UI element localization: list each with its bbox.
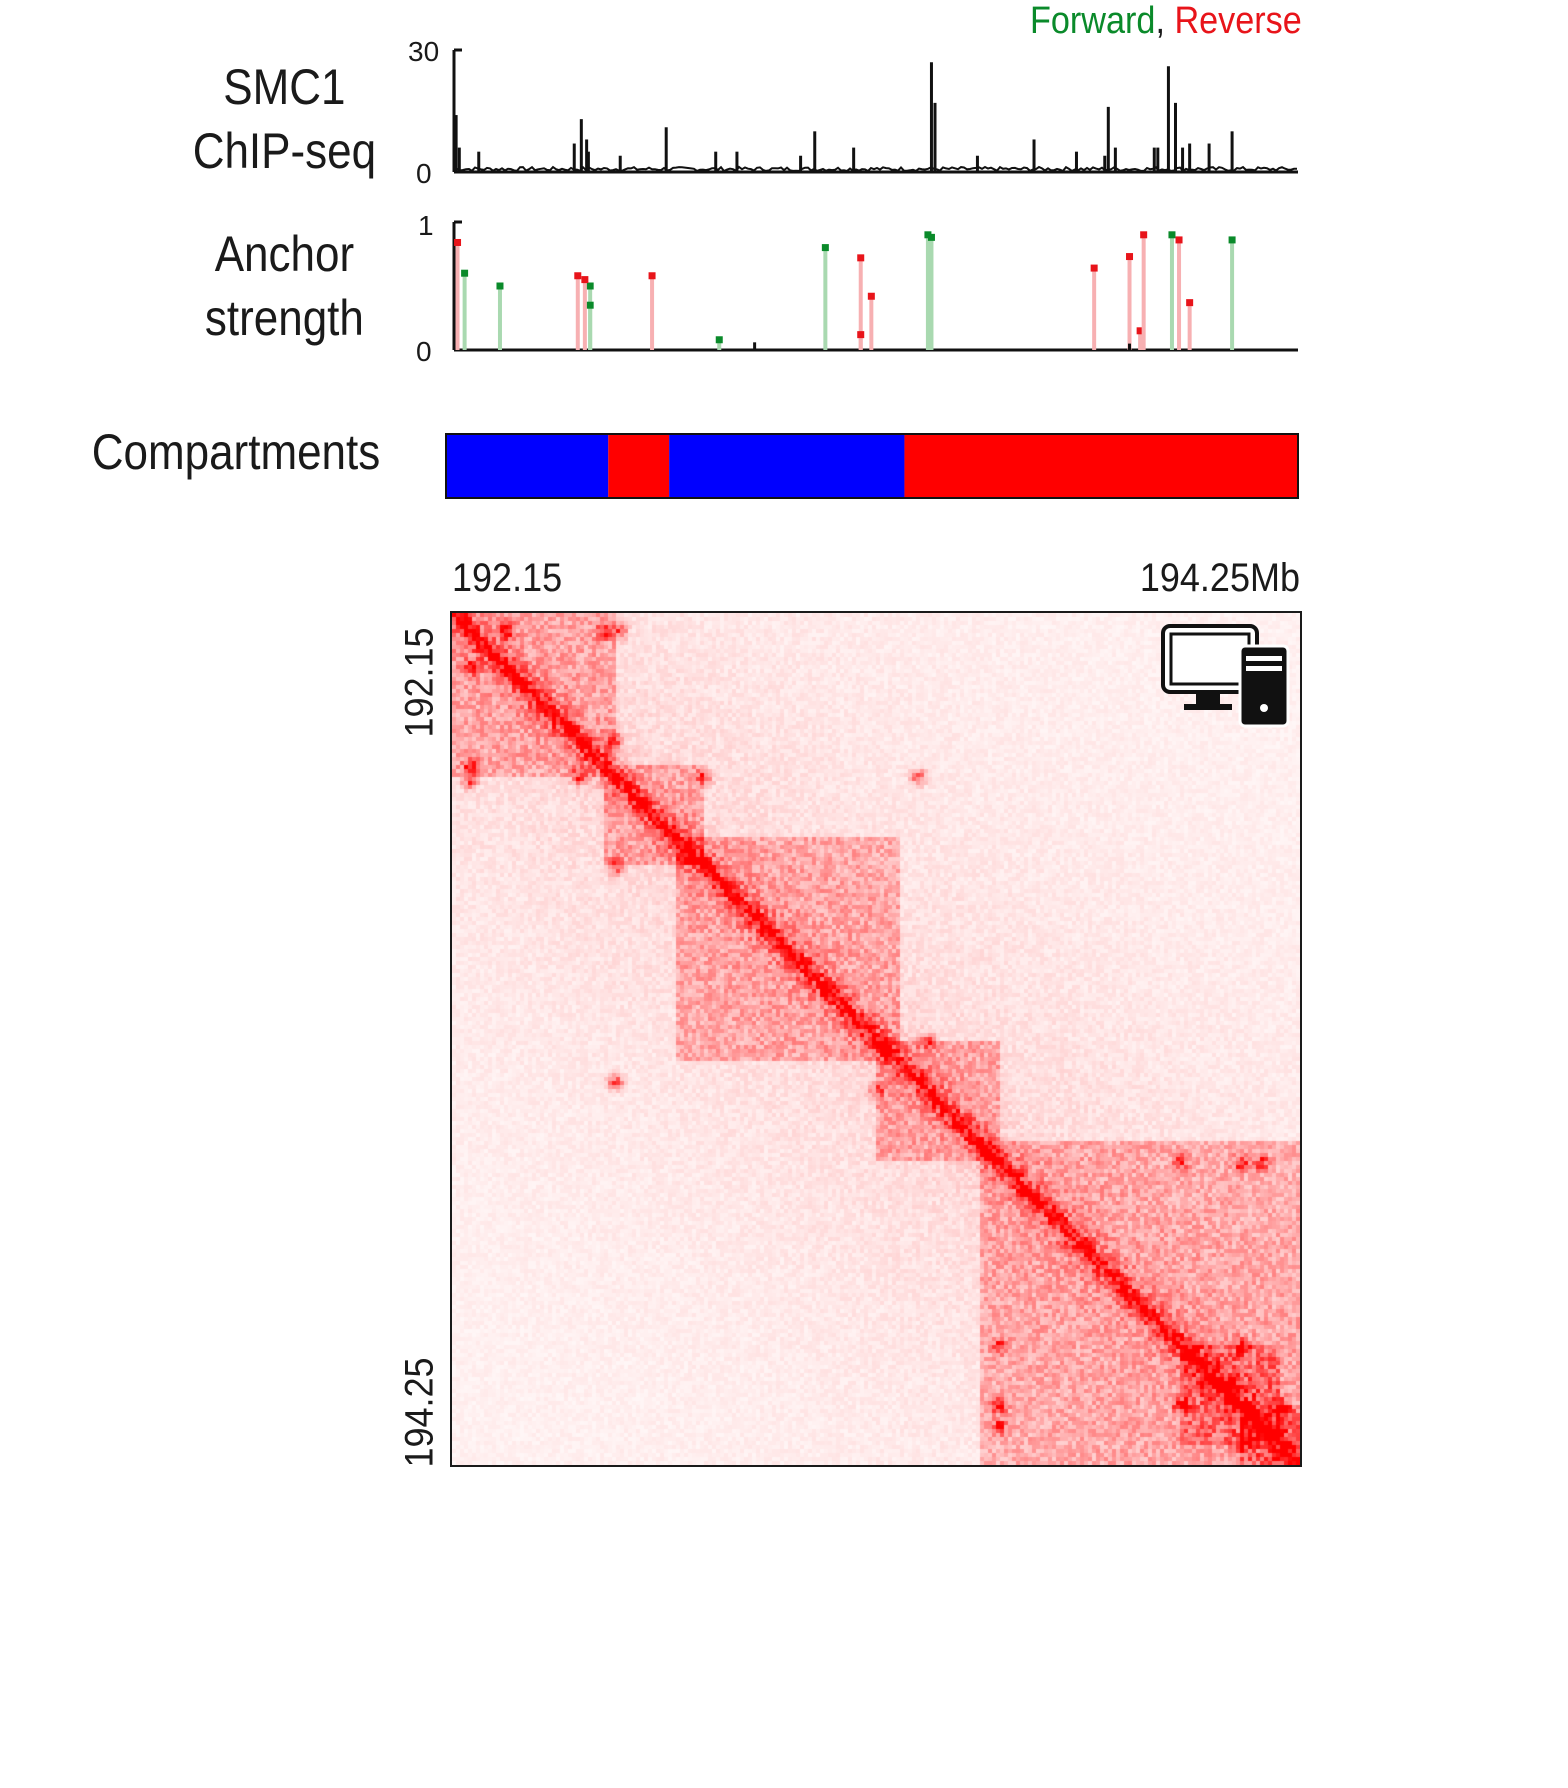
legend-reverse: Reverse: [1174, 0, 1302, 42]
heatmap-y-start-label: 192.15: [397, 627, 442, 738]
tracks-svg: [445, 48, 1299, 499]
compartment-segment-2: [669, 434, 905, 498]
heatmap-y-end-label: 194.25: [397, 1357, 442, 1468]
compartments-track: [445, 433, 1299, 499]
anchor-reverse-point-3: [648, 272, 656, 280]
anchor-reverse-point-9: [1136, 327, 1144, 335]
compartments-label: Compartments: [91, 424, 381, 480]
anchor-ymax-label: 1: [418, 210, 434, 241]
anchor-reverse-point-4: [857, 254, 865, 262]
chip-ymin-label: 0: [416, 158, 432, 189]
anchor-forward-point-9: [1228, 236, 1236, 244]
compartment-segment-1: [608, 434, 670, 498]
anchor-forward-point-6: [924, 231, 932, 239]
legend-separator: ,: [1155, 0, 1165, 42]
anchor-ymin-label: 0: [416, 336, 432, 367]
anchor-label-line2: strength: [204, 290, 364, 346]
anchor-forward-point-8: [1168, 231, 1176, 239]
heatmap-x-end-label: 194.25Mb: [1139, 556, 1300, 600]
anchor-forward-point-2: [586, 282, 594, 290]
anchor-forward-point-4: [715, 336, 723, 344]
anchor-forward-point-3: [586, 301, 594, 309]
anchor-reverse-point-5: [857, 331, 865, 339]
anchor-reverse-point-2: [581, 276, 589, 284]
chip-label-line2: ChIP-seq: [192, 123, 377, 179]
legend: Forward, Reverse: [1030, 0, 1302, 43]
legend-forward: Forward: [1030, 0, 1156, 42]
chip-label-line1: SMC1: [223, 59, 346, 115]
hic-heatmap: [450, 611, 1302, 1467]
anchor-reverse-point-1: [574, 272, 582, 280]
anchor-reverse-point-6: [867, 292, 875, 300]
chip-track: [452, 48, 1298, 174]
anchor-forward-point-0: [461, 269, 469, 277]
anchor-reverse-point-0: [454, 238, 462, 246]
anchor-forward-point-5: [821, 244, 829, 252]
anchor-track-label: Anchor strength: [179, 222, 390, 350]
anchor-reverse-point-11: [1175, 236, 1183, 244]
anchor-label-line1: Anchor: [214, 226, 355, 282]
anchor-forward-point-1: [496, 282, 504, 290]
anchor-track: [452, 220, 1298, 352]
compartment-segment-3: [904, 434, 1298, 498]
anchor-reverse-point-7: [1090, 264, 1098, 272]
compartments-border: [445, 433, 1299, 499]
anchor-reverse-point-12: [1186, 299, 1194, 307]
heatmap-x-start-label: 192.15: [452, 556, 563, 600]
anchor-forward-point-7: [927, 233, 935, 241]
anchor-reverse-point-10: [1140, 231, 1148, 239]
compartments-track-label: Compartments: [82, 420, 390, 484]
chip-track-label: SMC1 ChIP-seq: [179, 55, 390, 183]
compartment-segment-0: [446, 434, 609, 498]
computer-tower-icon: [1161, 624, 1290, 728]
chip-ymax-label: 30: [408, 36, 440, 67]
anchor-reverse-point-8: [1126, 253, 1134, 261]
